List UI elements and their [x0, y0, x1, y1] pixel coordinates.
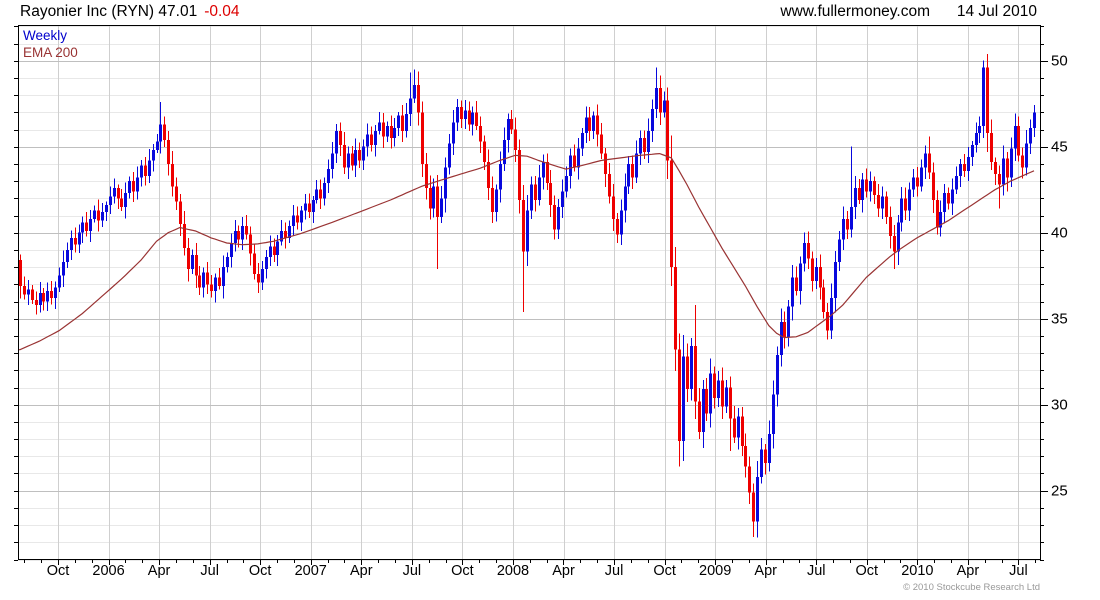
svg-text:45: 45 — [1051, 139, 1068, 156]
instrument-header: Rayonier Inc (RYN) 47.01 -0.04 — [20, 3, 240, 21]
gridlines — [18, 25, 1040, 561]
svg-text:50: 50 — [1051, 53, 1068, 70]
legend-ema-200: EMA 200 — [23, 45, 78, 60]
svg-text:2009: 2009 — [699, 563, 731, 579]
copyright-notice: © 2010 Stockcube Research Ltd — [903, 582, 1040, 593]
legend-weekly: Weekly — [23, 28, 68, 43]
svg-text:Apr: Apr — [148, 563, 171, 579]
instrument-title: Rayonier Inc (RYN) 47.01 — [20, 3, 198, 20]
svg-text:Oct: Oct — [653, 563, 676, 579]
svg-text:Oct: Oct — [856, 563, 879, 579]
svg-text:Jul: Jul — [605, 563, 624, 579]
candlestick-series — [19, 53, 1036, 538]
svg-text:35: 35 — [1051, 311, 1068, 328]
svg-text:2008: 2008 — [497, 563, 529, 579]
chart-date: 14 Jul 2010 — [956, 3, 1037, 20]
svg-text:Apr: Apr — [552, 563, 575, 579]
y-axis-labels: 25 30 35 40 45 50 — [1051, 53, 1068, 500]
svg-text:2006: 2006 — [92, 563, 124, 579]
x-axis-labels: Oct 2006 Apr Jul Oct 2007 Apr Jul Oct 2008 Apr Jul O… — [47, 563, 1028, 579]
svg-text:Oct: Oct — [249, 563, 272, 579]
svg-text:40: 40 — [1051, 225, 1068, 242]
svg-text:25: 25 — [1051, 483, 1068, 500]
svg-text:Jul: Jul — [1009, 563, 1028, 579]
svg-text:2010: 2010 — [901, 563, 933, 579]
svg-text:Jul: Jul — [403, 563, 422, 579]
svg-text:30: 30 — [1051, 397, 1068, 414]
svg-text:Jul: Jul — [807, 563, 826, 579]
ema-200-line — [18, 152, 1035, 351]
svg-text:Apr: Apr — [350, 563, 373, 579]
site-url: www.fullermoney.com — [780, 3, 930, 20]
svg-text:Oct: Oct — [47, 563, 70, 579]
svg-text:Oct: Oct — [451, 563, 474, 579]
price-change: -0.04 — [204, 3, 240, 20]
svg-text:Apr: Apr — [957, 563, 980, 579]
svg-text:Jul: Jul — [200, 563, 219, 579]
svg-text:Apr: Apr — [754, 563, 777, 579]
axis-ticks — [14, 26, 1048, 565]
svg-text:2007: 2007 — [295, 563, 327, 579]
chart-frame — [18, 25, 1041, 560]
